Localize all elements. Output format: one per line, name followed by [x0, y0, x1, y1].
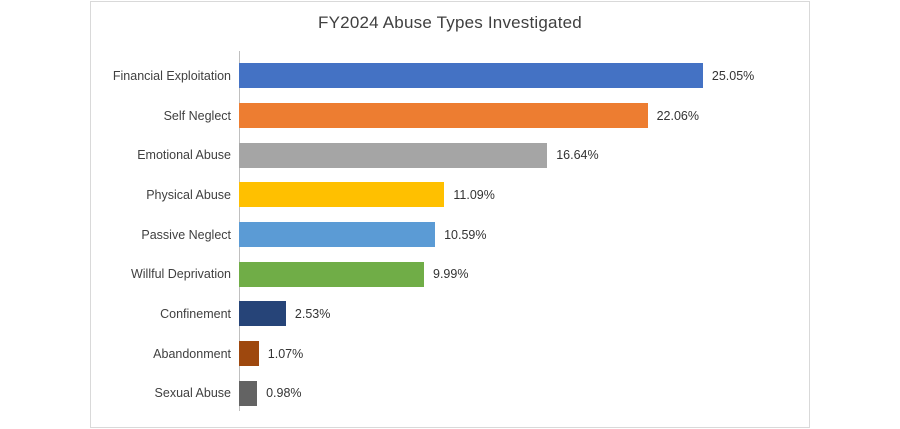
value-label: 9.99% — [433, 267, 469, 282]
bar-row: Passive Neglect 10.59% — [91, 215, 809, 255]
value-label: 22.06% — [656, 108, 699, 123]
value-label: 0.98% — [266, 386, 302, 401]
bar-emotional-abuse[interactable] — [239, 142, 548, 168]
category-label: Willful Deprivation — [130, 267, 231, 282]
value-label: 1.07% — [267, 346, 304, 361]
bar-track: 22.06% — [239, 103, 809, 129]
bar-row: Self Neglect 22.06% — [91, 96, 809, 136]
bar-sexual-abuse[interactable] — [239, 380, 258, 406]
bar-row: Confinement 2.53% — [91, 294, 809, 334]
bar-rows: Financial Exploitation 25.05% Self Neglect… — [91, 56, 809, 413]
bar-financial-exploitation[interactable] — [239, 63, 703, 89]
bar-physical-abuse[interactable] — [239, 182, 445, 208]
category-label: Physical Abuse — [146, 187, 231, 202]
bar-self-neglect[interactable] — [239, 103, 648, 129]
bar-willful-deprivation[interactable] — [239, 261, 424, 287]
bar-row: Physical Abuse 11.09% — [91, 175, 809, 215]
bar-passive-neglect[interactable] — [239, 222, 436, 248]
chart-frame: FY2024 Abuse Types Investigated Financia… — [90, 1, 810, 428]
bar-track: 11.09% — [239, 182, 809, 208]
bar-track: 16.64% — [239, 142, 809, 168]
value-label: 25.05% — [711, 68, 755, 83]
category-label: Abandonment — [153, 346, 231, 361]
bar-row: Sexual Abuse 0.98% — [91, 374, 809, 414]
category-label: Passive Neglect — [141, 227, 231, 242]
bar-row: Financial Exploitation 25.05% — [91, 56, 809, 96]
bar-track: 1.07% — [239, 341, 809, 367]
chart-title: FY2024 Abuse Types Investigated — [318, 13, 582, 32]
value-label: 11.09% — [453, 187, 495, 202]
bar-track: 25.05% — [239, 63, 809, 89]
category-label: Self Neglect — [163, 108, 231, 123]
bar-track: 2.53% — [239, 301, 809, 327]
category-label: Financial Exploitation — [112, 68, 231, 83]
category-label: Emotional Abuse — [137, 148, 231, 163]
value-label: 10.59% — [444, 227, 487, 242]
bar-row: Willful Deprivation 9.99% — [91, 254, 809, 294]
value-label: 16.64% — [556, 148, 599, 163]
value-label: 2.53% — [294, 306, 331, 321]
category-label: Sexual Abuse — [154, 386, 231, 401]
bar-track: 10.59% — [239, 222, 809, 248]
bar-confinement[interactable] — [239, 301, 286, 327]
bar-track: 9.99% — [239, 261, 809, 287]
bar-abandonment[interactable] — [239, 341, 259, 367]
bar-track: 0.98% — [239, 380, 809, 406]
category-label: Confinement — [160, 306, 231, 321]
bar-row: Emotional Abuse 16.64% — [91, 135, 809, 175]
bar-row: Abandonment 1.07% — [91, 334, 809, 374]
